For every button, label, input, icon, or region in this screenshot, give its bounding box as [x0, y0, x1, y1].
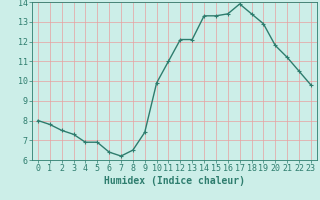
X-axis label: Humidex (Indice chaleur): Humidex (Indice chaleur)	[104, 176, 245, 186]
